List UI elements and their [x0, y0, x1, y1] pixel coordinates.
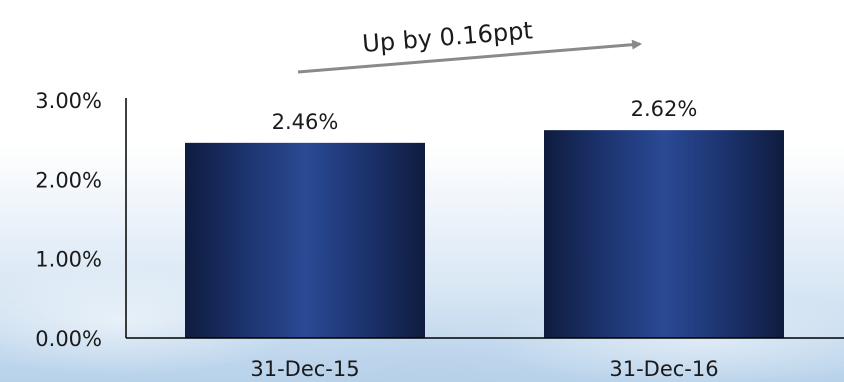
bar-value-label: 2.62%: [631, 97, 698, 121]
trend-arrow: [297, 39, 642, 74]
bar: [185, 142, 425, 338]
y-tick-label: 2.00%: [35, 168, 102, 192]
y-axis-ticks: 0.00% 1.00% 2.00% 3.00%: [35, 89, 102, 351]
trend-annotation-text: Up by 0.16ppt: [361, 16, 534, 58]
data-labels: 2.46% 2.62%: [272, 97, 698, 134]
x-category-label: 31-Dec-16: [609, 357, 718, 381]
x-axis-labels: 31-Dec-15 31-Dec-16: [250, 357, 718, 381]
bars: [185, 130, 784, 338]
y-tick-label: 1.00%: [35, 248, 102, 272]
y-tick-label: 0.00%: [35, 327, 102, 351]
bar-value-label: 2.46%: [272, 110, 339, 134]
bar: [544, 130, 784, 338]
y-tick-label: 3.00%: [35, 89, 102, 113]
trend-annotation: Up by 0.16ppt: [297, 16, 642, 74]
x-category-label: 31-Dec-15: [250, 357, 359, 381]
